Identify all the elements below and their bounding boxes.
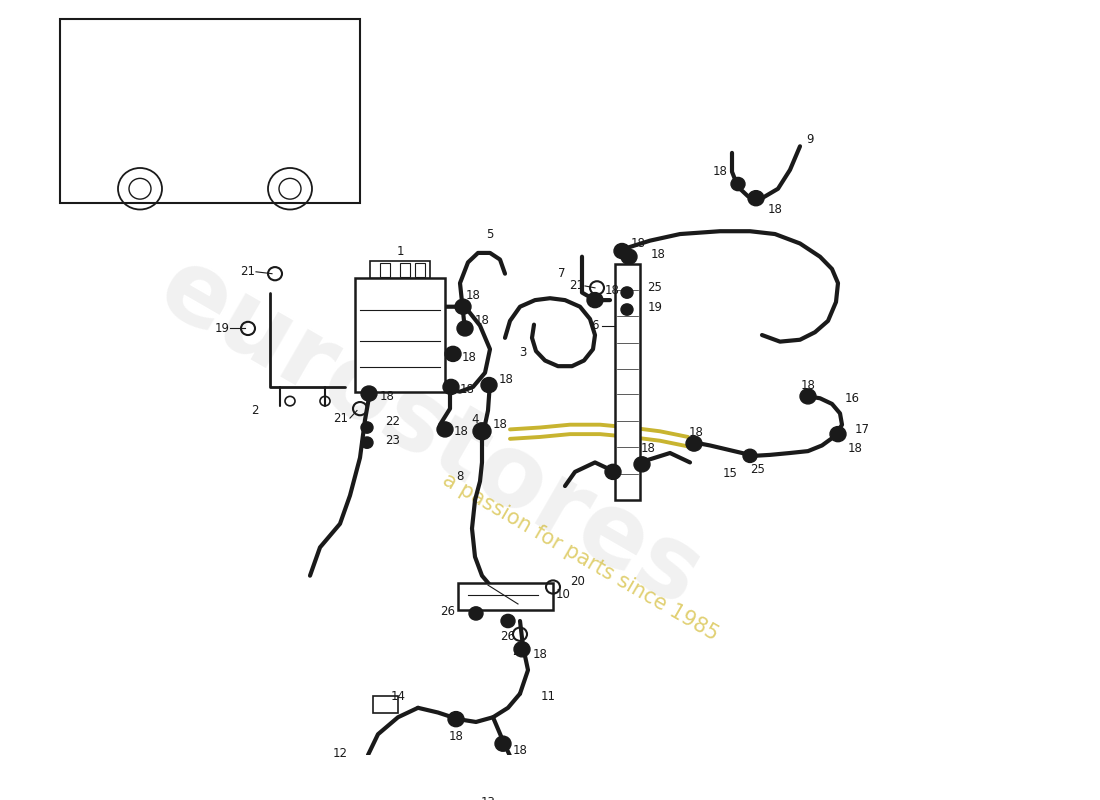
Circle shape (361, 422, 373, 433)
Text: 18: 18 (630, 237, 646, 250)
Bar (615, 264, 640, 500)
Circle shape (587, 293, 603, 308)
Circle shape (469, 607, 483, 620)
Text: 18: 18 (768, 203, 782, 216)
Text: 10: 10 (556, 588, 571, 601)
Text: 26: 26 (440, 605, 455, 618)
Circle shape (514, 642, 530, 657)
Text: 18: 18 (460, 383, 474, 396)
Text: 18: 18 (713, 166, 727, 178)
Text: 26: 26 (500, 630, 516, 642)
Text: eurostores: eurostores (142, 240, 718, 629)
Text: 9: 9 (806, 133, 814, 146)
Bar (373, 697, 398, 714)
Text: 15: 15 (723, 467, 737, 480)
Circle shape (732, 178, 745, 190)
Text: 21: 21 (241, 266, 255, 278)
Text: 18: 18 (453, 425, 469, 438)
Bar (60, 19, 360, 203)
Text: 21: 21 (333, 411, 349, 425)
Text: 18: 18 (605, 284, 619, 297)
Text: 20: 20 (571, 575, 585, 588)
Text: 18: 18 (650, 248, 666, 262)
Circle shape (443, 379, 459, 394)
Bar (415, 263, 425, 277)
Circle shape (614, 243, 630, 258)
Text: 14: 14 (390, 690, 406, 703)
Text: 18: 18 (474, 314, 490, 327)
Bar (400, 263, 410, 277)
Text: 13: 13 (481, 796, 495, 800)
Text: 8: 8 (456, 470, 464, 483)
Circle shape (437, 422, 453, 437)
Text: 18: 18 (689, 426, 703, 438)
Circle shape (621, 287, 632, 298)
Text: 12: 12 (332, 746, 348, 760)
Text: 18: 18 (640, 442, 656, 454)
Text: 23: 23 (386, 434, 400, 447)
Text: 5: 5 (486, 227, 494, 241)
Circle shape (748, 190, 764, 206)
Text: 21: 21 (570, 278, 584, 291)
Text: 18: 18 (493, 418, 507, 431)
Circle shape (605, 464, 621, 479)
Circle shape (481, 378, 497, 393)
Circle shape (686, 436, 702, 451)
Circle shape (621, 249, 637, 264)
Circle shape (456, 321, 473, 336)
Text: 1: 1 (396, 246, 404, 258)
Circle shape (634, 457, 650, 472)
Text: 4: 4 (471, 414, 478, 426)
Text: 18: 18 (379, 390, 395, 403)
Circle shape (448, 711, 464, 726)
Bar (370, 262, 430, 278)
Text: 7: 7 (558, 267, 565, 280)
Bar (355, 278, 446, 392)
Text: 6: 6 (592, 319, 598, 332)
Text: a passion for parts since 1985: a passion for parts since 1985 (439, 470, 722, 644)
Text: 18: 18 (465, 289, 481, 302)
Text: 18: 18 (513, 744, 527, 757)
Circle shape (500, 614, 515, 627)
Circle shape (361, 386, 377, 401)
Text: 18: 18 (848, 442, 862, 454)
Text: 21: 21 (513, 645, 528, 658)
Circle shape (495, 736, 512, 751)
Text: 11: 11 (540, 690, 556, 703)
Text: 2: 2 (251, 404, 258, 417)
Text: 18: 18 (801, 378, 815, 391)
Text: 18: 18 (498, 373, 514, 386)
Circle shape (742, 450, 757, 462)
Text: 3: 3 (519, 346, 527, 358)
Circle shape (473, 422, 491, 440)
Circle shape (361, 437, 373, 448)
Circle shape (446, 346, 461, 362)
Bar (379, 263, 390, 277)
Circle shape (800, 389, 816, 404)
Bar (458, 583, 553, 610)
Text: 25: 25 (750, 463, 766, 477)
Text: 18: 18 (462, 351, 476, 364)
Text: 17: 17 (855, 423, 869, 436)
Text: 25: 25 (648, 282, 662, 294)
Text: 22: 22 (385, 415, 400, 428)
Text: 16: 16 (845, 392, 859, 405)
Text: 18: 18 (449, 730, 463, 742)
Circle shape (621, 304, 632, 315)
Text: 19: 19 (214, 322, 230, 335)
Circle shape (455, 299, 471, 314)
Text: 19: 19 (648, 301, 662, 314)
Circle shape (830, 426, 846, 442)
Text: 18: 18 (532, 649, 548, 662)
